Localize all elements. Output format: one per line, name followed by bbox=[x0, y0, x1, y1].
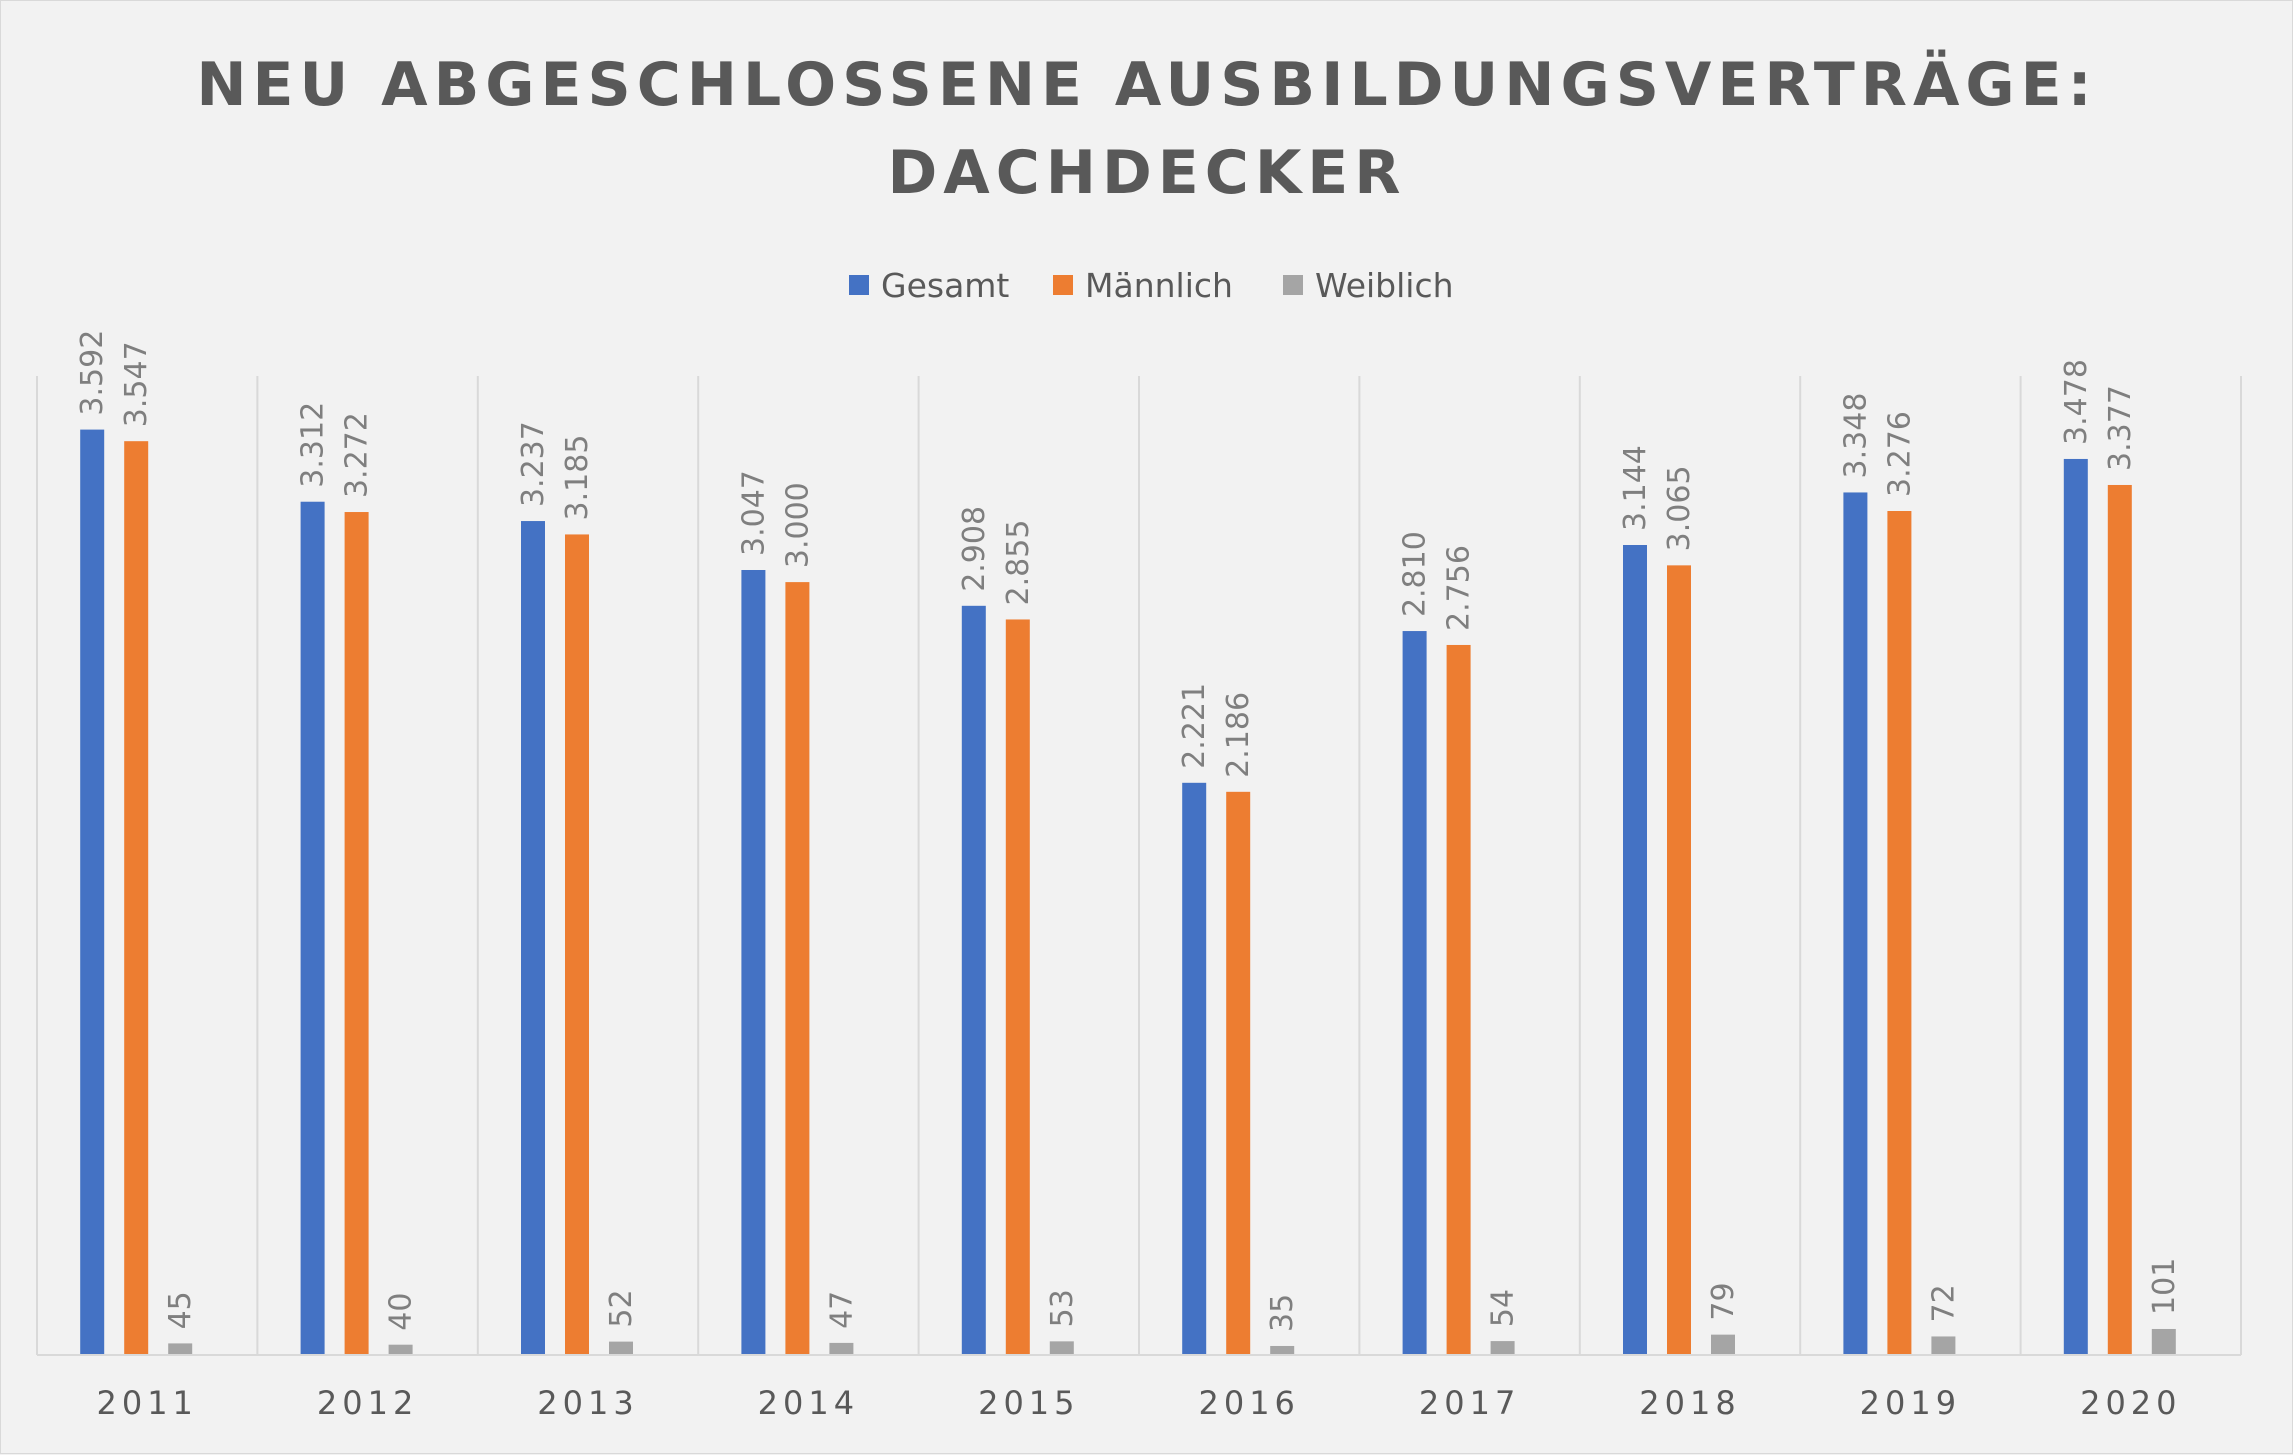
x-tick-label: 2018 bbox=[1639, 1384, 1740, 1422]
bar-mnnlich-2011 bbox=[124, 441, 149, 1355]
bar-mnnlich-2013 bbox=[565, 534, 589, 1355]
data-label: 47 bbox=[824, 1291, 859, 1329]
data-label: 3.276 bbox=[1882, 411, 1917, 497]
bar-mnnlich-2017 bbox=[1446, 644, 1471, 1355]
legend-swatch bbox=[1053, 275, 1073, 295]
data-label: 45 bbox=[163, 1291, 198, 1329]
bar-mnnlich-2018 bbox=[1667, 565, 1691, 1355]
bar-mnnlich-2014 bbox=[785, 582, 810, 1355]
bar-weiblich-2019 bbox=[1931, 1336, 1956, 1355]
legend-item-gesamt: Gesamt bbox=[849, 266, 1009, 305]
bar-gesamt-2016 bbox=[1182, 782, 1207, 1355]
data-label: 3.144 bbox=[1618, 445, 1653, 531]
bar-mnnlich-2015 bbox=[1005, 619, 1030, 1355]
data-label: 2.908 bbox=[957, 506, 992, 592]
bar-weiblich-2011 bbox=[168, 1343, 193, 1355]
bar-mnnlich-2020 bbox=[2107, 484, 2132, 1355]
bar-mnnlich-2019 bbox=[1887, 510, 1912, 1355]
bar-mnnlich-2016 bbox=[1226, 791, 1251, 1355]
data-label: 2.221 bbox=[1177, 683, 1212, 769]
data-label: 35 bbox=[1265, 1294, 1300, 1332]
chart-subtitle: DACHDECKER bbox=[888, 138, 1407, 208]
x-tick-label: 2019 bbox=[1860, 1384, 1961, 1422]
data-label: 3.348 bbox=[1838, 393, 1873, 479]
bar-weiblich-2018 bbox=[1711, 1334, 1735, 1355]
bar-gesamt-2017 bbox=[1402, 631, 1427, 1355]
legend-item-weiblich: Weiblich bbox=[1283, 266, 1454, 305]
data-label: 79 bbox=[1706, 1282, 1741, 1320]
data-label: 2.810 bbox=[1398, 531, 1433, 617]
bar-weiblich-2012 bbox=[388, 1344, 413, 1355]
legend-item-mnnlich: Männlich bbox=[1053, 266, 1233, 305]
bar-weiblich-2013 bbox=[609, 1341, 633, 1355]
bar-gesamt-2019 bbox=[1843, 492, 1868, 1355]
x-tick-label: 2015 bbox=[978, 1384, 1079, 1422]
legend: Gesamt Männlich Weiblich bbox=[849, 266, 1454, 305]
data-label: 101 bbox=[2147, 1258, 2182, 1315]
bar-weiblich-2015 bbox=[1049, 1341, 1074, 1355]
data-label: 3.312 bbox=[296, 402, 331, 488]
legend-label: Weiblich bbox=[1315, 266, 1454, 305]
data-label: 3.065 bbox=[1662, 465, 1697, 551]
legend-swatch bbox=[849, 275, 869, 295]
data-label: 3.047 bbox=[736, 470, 771, 556]
bar-gesamt-2014 bbox=[741, 569, 766, 1355]
chart-title: NEU ABGESCHLOSSENE AUSBILDUNGSVERTRÄGE: bbox=[196, 48, 2097, 120]
data-label: 3.237 bbox=[516, 421, 551, 507]
legend-label: Gesamt bbox=[881, 266, 1009, 305]
data-label: 3.547 bbox=[119, 341, 154, 427]
x-tick-label: 2017 bbox=[1419, 1384, 1520, 1422]
bar-gesamt-2012 bbox=[300, 501, 325, 1355]
x-tick-label: 2012 bbox=[317, 1384, 418, 1422]
x-tick-label: 2013 bbox=[537, 1384, 638, 1422]
bar-weiblich-2014 bbox=[829, 1342, 854, 1355]
data-label: 40 bbox=[384, 1293, 419, 1331]
bar-weiblich-2020 bbox=[2151, 1328, 2176, 1355]
x-tick-label: 2011 bbox=[96, 1384, 197, 1422]
bar-gesamt-2013 bbox=[521, 521, 545, 1355]
data-label: 3.592 bbox=[75, 330, 110, 416]
bar-weiblich-2016 bbox=[1270, 1345, 1295, 1355]
data-label: 2.855 bbox=[1001, 520, 1036, 606]
data-label: 54 bbox=[1486, 1289, 1521, 1327]
data-label: 72 bbox=[1926, 1284, 1961, 1322]
data-label: 3.478 bbox=[2059, 359, 2094, 445]
legend-swatch bbox=[1283, 275, 1303, 295]
legend-label: Männlich bbox=[1085, 266, 1233, 305]
bar-gesamt-2015 bbox=[961, 605, 986, 1355]
bar-gesamt-2018 bbox=[1623, 545, 1647, 1355]
data-label: 2.186 bbox=[1221, 692, 1256, 778]
data-label: 2.756 bbox=[1442, 545, 1477, 631]
x-tick-label: 2016 bbox=[1198, 1384, 1299, 1422]
x-tick-label: 2020 bbox=[2080, 1384, 2181, 1422]
data-label: 3.000 bbox=[780, 482, 815, 568]
data-label: 52 bbox=[604, 1289, 639, 1327]
bar-weiblich-2017 bbox=[1490, 1341, 1515, 1355]
bar-gesamt-2020 bbox=[2063, 458, 2088, 1355]
bar-mnnlich-2012 bbox=[344, 512, 369, 1355]
plot-area: 3.592 3.547 45 2011 3.312 3.272 40 2012 3.237 3.1… bbox=[36, 330, 2242, 1422]
data-label: 3.272 bbox=[340, 412, 375, 498]
bar-gesamt-2011 bbox=[80, 429, 105, 1355]
data-label: 3.377 bbox=[2103, 385, 2138, 471]
x-tick-label: 2014 bbox=[758, 1384, 859, 1422]
data-label: 53 bbox=[1045, 1289, 1080, 1327]
data-label: 3.185 bbox=[560, 435, 595, 521]
